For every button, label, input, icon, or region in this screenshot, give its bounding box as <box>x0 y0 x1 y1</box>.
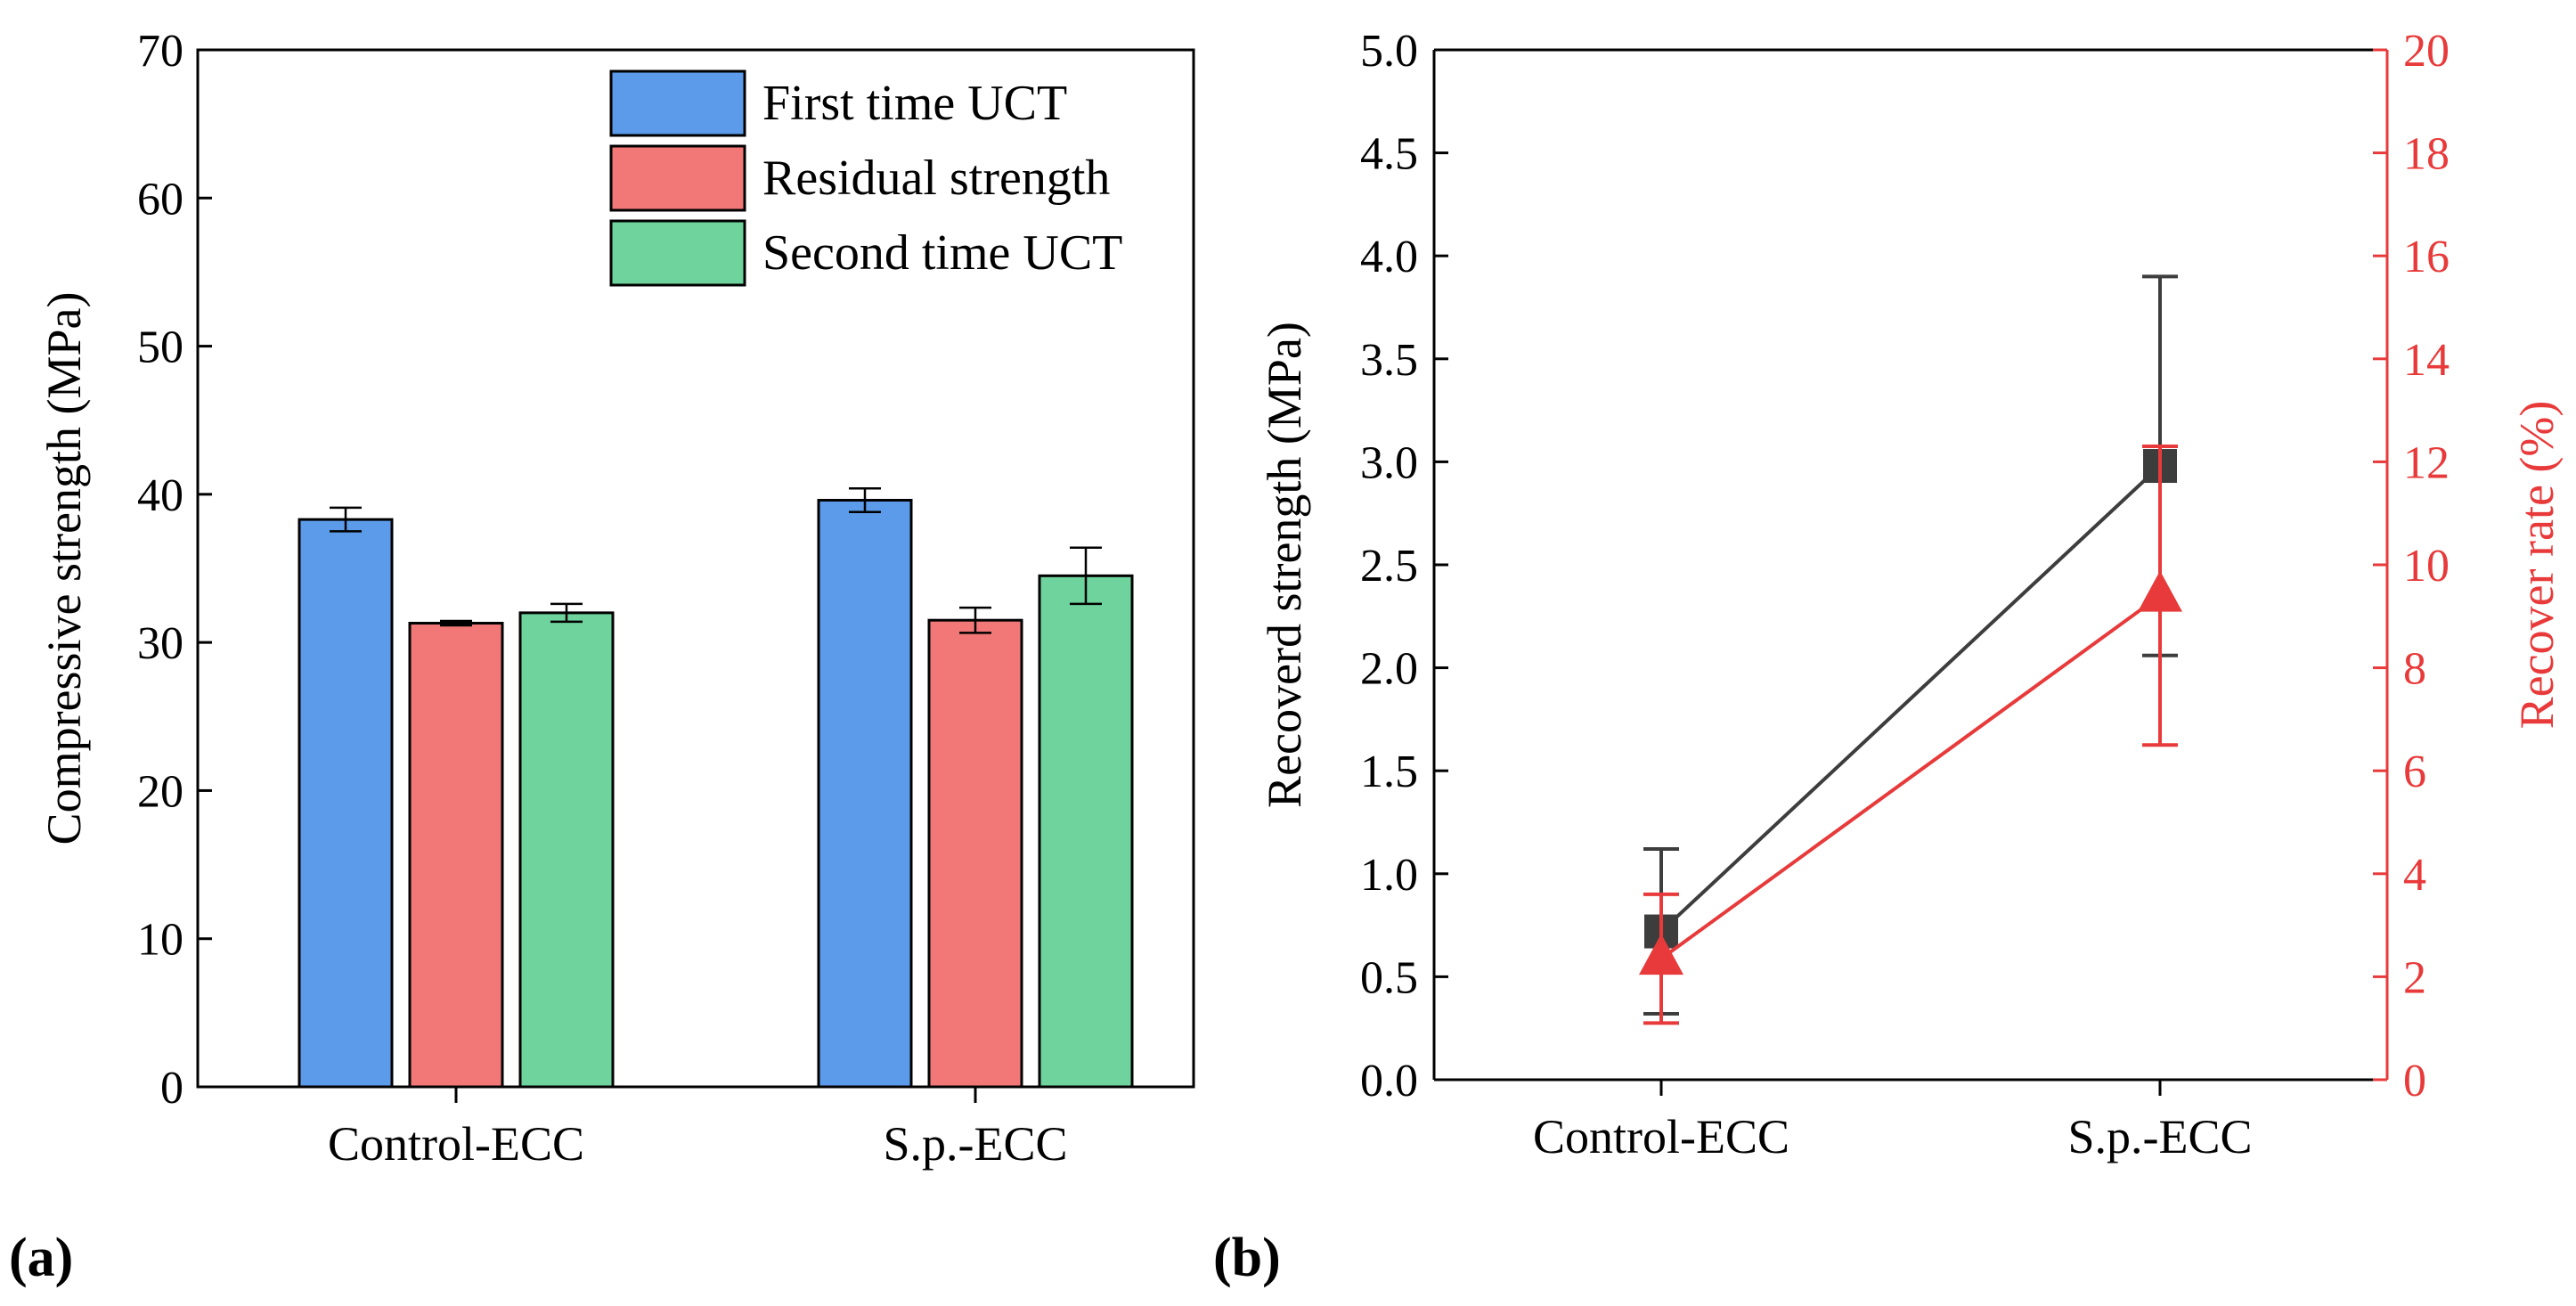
right-y-tick-label-8: 8 <box>2403 644 2426 695</box>
y-tick-label-30: 30 <box>137 618 183 669</box>
right-y-tick-label-18: 18 <box>2403 129 2450 180</box>
marker-recover-rate-s-p-ecc <box>2138 570 2182 612</box>
y-tick-label-60: 60 <box>137 174 183 224</box>
x-tick-label-s-p-ecc: S.p.-ECC <box>883 1117 1067 1171</box>
y-tick-label-40: 40 <box>137 470 183 521</box>
right-y-tick-label-10: 10 <box>2403 541 2450 592</box>
right-y-tick-label-12: 12 <box>2403 437 2450 488</box>
left-y-tick-label-2-5: 2.5 <box>1360 541 1418 592</box>
right-y-axis-label: Recover rate (%) <box>2510 401 2564 730</box>
left-y-axis-label: Recoverd strength (MPa) <box>1258 322 1311 808</box>
error-bar-first-time-uct-s-p-ecc <box>849 486 881 514</box>
x-tick-label-control-ecc: Control-ECC <box>328 1117 584 1171</box>
y-tick-label-50: 50 <box>137 322 183 373</box>
marker-recover-rate-control-ecc <box>1639 934 1683 975</box>
left-y-tick-label-0-5: 0.5 <box>1360 952 1418 1003</box>
bar-second-time-uct-s-p-ecc <box>1038 574 1134 1089</box>
legend-label-second-time-uct: Second time UCT <box>762 225 1122 281</box>
left-y-tick-label-4-0: 4.0 <box>1360 232 1418 282</box>
left-y-tick-label-1-5: 1.5 <box>1360 747 1418 797</box>
series-line-recovered-strength <box>1659 464 2162 933</box>
y-tick-label-70: 70 <box>137 26 183 77</box>
y-axis-label-a: Compressive strength (MPa) <box>37 292 91 845</box>
right-y-tick-label-0: 0 <box>2403 1056 2426 1106</box>
plot-frame-a <box>196 48 1195 1089</box>
right-y-tick-label-14: 14 <box>2403 335 2450 386</box>
y-tick-label-0: 0 <box>160 1063 183 1114</box>
y-tick-label-20: 20 <box>137 766 183 817</box>
bar-residual-strength-control-ecc <box>408 622 504 1089</box>
left-y-tick-label-3-5: 3.5 <box>1360 335 1418 386</box>
left-y-tick-label-5-0: 5.0 <box>1360 26 1418 77</box>
bar-first-time-uct-s-p-ecc <box>817 499 913 1089</box>
x-tick-label-b-s-p-ecc: S.p.-ECC <box>2067 1110 2252 1163</box>
right-y-tick-label-6: 6 <box>2403 747 2426 797</box>
right-y-tick-label-4: 4 <box>2403 850 2426 901</box>
panel-a-bar-chart: 0 10 20 30 40 50 60 70 Compressive strength (MPa… <box>37 26 1195 1171</box>
legend-label-first-time-uct: First time UCT <box>762 76 1067 131</box>
panel-a-label: (a) <box>9 1228 73 1288</box>
left-y-tick-label-2-0: 2.0 <box>1360 644 1418 695</box>
legend-swatch-first-time-uct <box>609 69 746 137</box>
left-y-tick-label-4-5: 4.5 <box>1360 129 1418 180</box>
error-bar-residual-strength-control-ecc <box>440 619 472 627</box>
y-tick-label-10: 10 <box>137 915 183 966</box>
right-y-tick-label-2: 2 <box>2403 952 2426 1003</box>
left-y-tick-label-3-0: 3.0 <box>1360 437 1418 488</box>
legend-label-residual-strength: Residual strength <box>762 151 1110 206</box>
x-tick-label-b-control-ecc: Control-ECC <box>1533 1110 1789 1163</box>
error-bar-second-time-uct-s-p-ecc <box>1070 546 1102 606</box>
left-y-tick-label-1-0: 1.0 <box>1360 850 1418 901</box>
legend-swatch-residual-strength <box>609 144 746 212</box>
series-line-recover-rate <box>1659 594 2162 960</box>
error-bar-residual-strength-s-p-ecc <box>959 606 991 634</box>
error-bar-first-time-uct-control-ecc <box>330 506 362 533</box>
panel-b-line-chart: 0.0 0.5 1.0 1.5 2.0 2.5 3.0 3.5 4.0 4.5 5.0 0 2 4 6 8 10… <box>1258 26 2564 1163</box>
right-y-tick-label-20: 20 <box>2403 26 2450 77</box>
bar-first-time-uct-control-ecc <box>298 518 394 1089</box>
legend-swatch-second-time-uct <box>609 219 746 287</box>
error-bar-second-time-uct-control-ecc <box>550 602 583 624</box>
left-y-tick-label-0-0: 0.0 <box>1360 1056 1418 1106</box>
bar-residual-strength-s-p-ecc <box>927 618 1023 1089</box>
right-y-tick-label-16: 16 <box>2403 232 2450 282</box>
bar-second-time-uct-control-ecc <box>518 611 615 1089</box>
panel-b-label: (b) <box>1213 1228 1281 1288</box>
